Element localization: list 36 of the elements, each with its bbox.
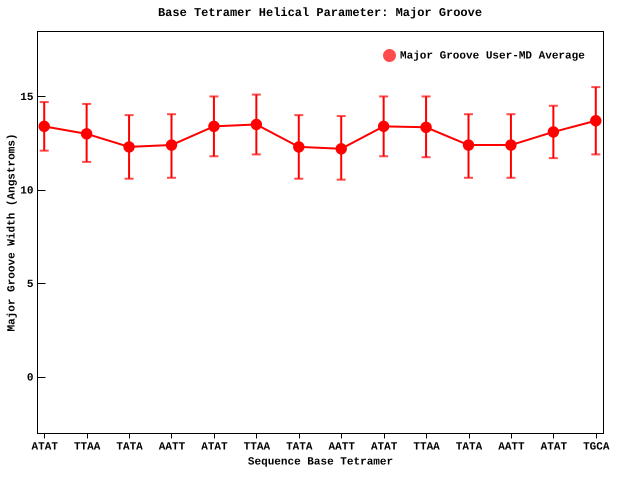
- point: [250, 118, 262, 130]
- x-tick-label: ATAT: [370, 442, 398, 454]
- x-tick-label: ATAT: [201, 442, 228, 454]
- point: [336, 143, 347, 154]
- point: [548, 126, 560, 138]
- x-tick-label: AATT: [328, 442, 356, 454]
- y-tick-label: 5: [26, 278, 34, 291]
- x-axis-title: Sequence Base Tetramer: [248, 456, 394, 468]
- point: [166, 139, 178, 151]
- x-tick-label: ATAT: [32, 442, 58, 454]
- point: [38, 120, 50, 132]
- y-axis-title: Major Groove Width (Angstroms): [6, 133, 18, 332]
- point: [462, 139, 474, 151]
- point: [378, 120, 390, 132]
- y-tick-label: 15: [20, 92, 34, 104]
- point: [80, 128, 92, 140]
- x-tick-label: ATAT: [540, 442, 568, 454]
- x-tick-label: TTAA: [74, 442, 101, 454]
- x-tick-label: TATA: [286, 442, 313, 454]
- point: [505, 139, 517, 151]
- x-tick-label: AATT: [158, 442, 186, 454]
- x-tick-label: TGCA: [583, 442, 610, 454]
- point: [208, 120, 220, 132]
- x-tick-label: TATA: [456, 442, 483, 454]
- point: [123, 141, 135, 153]
- x-tick-label: TATA: [116, 442, 144, 454]
- chart-title: Base Tetramer Helical Parameter: Major Groove: [158, 6, 482, 20]
- y-tick-label: 10: [20, 185, 34, 198]
- point: [293, 141, 304, 153]
- x-tick-label: TTAA: [244, 442, 270, 454]
- point: [590, 115, 602, 126]
- x-tick-label: TTAA: [413, 442, 440, 454]
- y-tick-label: 0: [26, 372, 34, 384]
- x-tick-label: AATT: [498, 442, 526, 454]
- point: [420, 122, 432, 133]
- legend-label: Major Groove User-MD Average: [400, 50, 586, 62]
